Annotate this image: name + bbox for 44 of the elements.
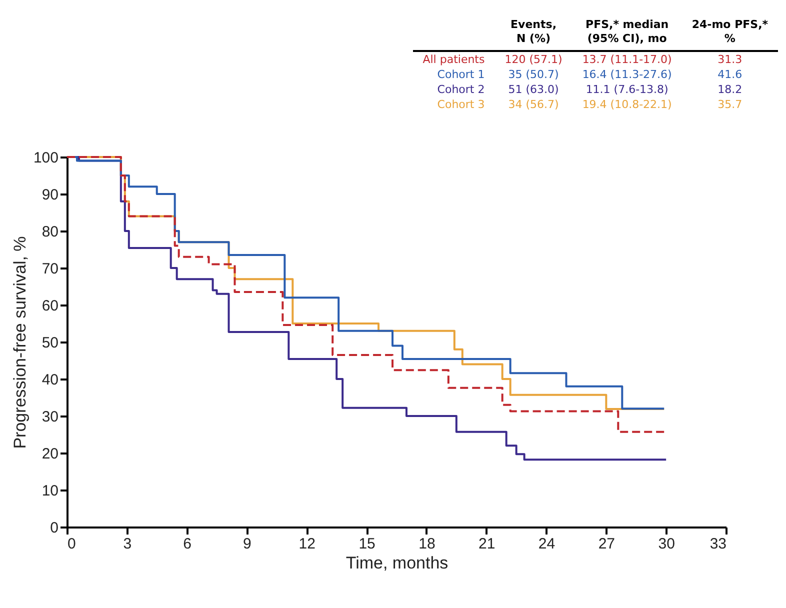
text: 24-mo PFS,* % [682, 18, 778, 51]
x-tick-label: 21 [478, 536, 496, 552]
text: 31.3 [716, 52, 744, 67]
text: Cohort 1 [436, 66, 486, 82]
x-tick-label: 27 [598, 536, 616, 552]
text: 35 (50.7) [507, 66, 560, 82]
text: 35.7 [716, 96, 744, 112]
text: Cohort 2 [436, 82, 486, 97]
text: 34 (56.7) [507, 96, 560, 112]
y-tick-label: 50 [42, 334, 58, 352]
y-tick-label: 0 [50, 520, 58, 536]
y-tick-label: 40 [42, 372, 58, 388]
text: 51 (63.0) [507, 82, 560, 97]
x-tick-label: 3 [123, 536, 132, 552]
y-tick-label: 20 [42, 446, 58, 462]
text: 13.7 (11.1-17.0) [581, 52, 673, 67]
x-tick-label: 6 [183, 536, 192, 552]
y-tick-label: 10 [42, 482, 58, 500]
y-tick-label: 30 [42, 408, 58, 426]
text: PFS,* median (95% CI), mo [572, 18, 682, 51]
text: Events, N (%) [494, 18, 572, 51]
text: 18.2 [716, 82, 744, 97]
y-tick-label: 80 [42, 224, 58, 240]
y-tick-label: 100 [33, 150, 58, 166]
y-tick-label: 70 [42, 260, 58, 278]
y-tick-label: 90 [42, 186, 58, 204]
x-tick-label: 15 [358, 536, 376, 552]
text: 16.4 (11.3-27.6) [581, 66, 673, 82]
y-axis-title: Progression-free survival, % [10, 236, 30, 449]
text: Cohort 3 [436, 96, 486, 112]
text: 11.1 (7.6-13.8) [584, 82, 670, 97]
x-tick-label: 33 [710, 536, 726, 552]
text: 120 (57.1) [504, 52, 564, 67]
x-tick-label: 18 [418, 536, 436, 552]
text: 41.6 [716, 66, 744, 82]
x-tick-label: 12 [298, 536, 316, 552]
text: 19.4 (10.8-22.1) [581, 96, 673, 112]
x-axis-title: Time, months [346, 554, 448, 572]
y-tick-label: 60 [42, 298, 58, 314]
x-tick-label: 0 [68, 536, 76, 552]
x-tick-label: 9 [243, 536, 252, 552]
x-tick-label: 24 [538, 536, 556, 552]
text: All patients [422, 52, 486, 67]
x-tick-label: 30 [658, 536, 675, 552]
